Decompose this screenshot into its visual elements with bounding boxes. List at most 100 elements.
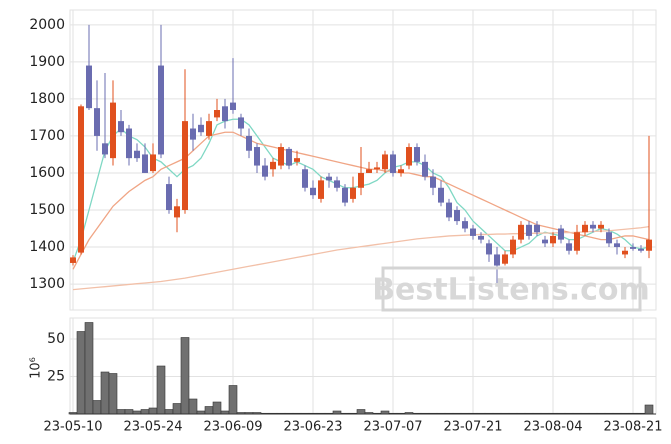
candle-body — [550, 235, 556, 244]
candle-body — [118, 121, 124, 133]
candle-body — [486, 243, 492, 255]
candle-body — [230, 102, 236, 110]
volume-bar — [164, 409, 174, 415]
volume-panel: 25 50 — [47, 317, 657, 415]
candle-body — [398, 169, 404, 173]
y-tick-label: 50 — [47, 331, 65, 347]
candle-body — [134, 150, 140, 159]
candle-body — [174, 206, 180, 218]
candle-body — [102, 143, 108, 155]
candle-body — [238, 117, 244, 129]
candle-body — [286, 148, 292, 166]
x-tick-label: 23-07-07 — [363, 420, 422, 435]
candle-body — [150, 154, 156, 172]
candle-body — [334, 180, 340, 188]
volume-bar — [148, 407, 158, 415]
candle-body — [430, 176, 436, 188]
candle-body — [414, 147, 420, 162]
candle-body — [190, 128, 196, 140]
candle-body — [446, 202, 452, 218]
x-tick-label: 23-07-21 — [443, 420, 502, 435]
y-tick-label: 1700 — [29, 128, 65, 144]
candle-body — [358, 172, 364, 188]
candle-body — [382, 154, 388, 170]
y-tick-label: 1400 — [29, 239, 65, 255]
candle-body — [374, 167, 380, 170]
candle-body — [342, 187, 348, 203]
volume-bar — [356, 409, 366, 415]
candle-body — [270, 161, 276, 170]
candle-body — [366, 169, 372, 173]
x-tick-label: 23-08-04 — [523, 420, 582, 435]
candle-body — [462, 221, 468, 229]
candle-body — [598, 224, 604, 229]
candle-body — [590, 224, 596, 229]
volume-bar — [204, 406, 214, 415]
candle-body — [526, 224, 532, 236]
price-panel: 1300 1400 1500 1600 1700 1800 1900 2000 — [29, 9, 657, 311]
candle-body — [638, 248, 644, 251]
candle-body — [566, 243, 572, 251]
candle-body — [214, 110, 220, 118]
volume-bar — [100, 371, 110, 415]
candle-body — [78, 106, 84, 253]
volume-bar — [644, 404, 654, 415]
candle-body — [582, 224, 588, 233]
volume-bar — [140, 409, 150, 415]
x-tick-label: 23-05-10 — [43, 420, 102, 435]
volume-bar — [180, 337, 190, 415]
candle-body — [70, 257, 76, 263]
candle-body — [502, 254, 508, 264]
candle-body — [158, 65, 164, 155]
candle-body — [110, 102, 116, 159]
candle-body — [606, 232, 612, 244]
candle-body — [534, 224, 540, 233]
volume-bar — [108, 373, 118, 415]
candle-body — [254, 147, 260, 166]
y-tick-label: 1900 — [29, 54, 65, 70]
volume-bar — [92, 400, 102, 415]
candle-body — [574, 232, 580, 251]
volume-bar — [172, 403, 182, 415]
plot-frame — [69, 9, 657, 311]
candle-body — [510, 239, 516, 255]
candle-body — [262, 165, 268, 177]
volume-bar — [116, 409, 126, 415]
x-tick-label: 23-06-09 — [203, 420, 262, 435]
candle-body — [318, 180, 324, 199]
volume-bar — [124, 409, 134, 415]
x-tick-label: 23-08-21 — [603, 420, 662, 435]
volume-bar — [212, 401, 222, 415]
candle-body — [86, 65, 92, 109]
candle-body — [518, 224, 524, 240]
candle-body — [622, 250, 628, 255]
y-tick-label: 1800 — [29, 91, 65, 107]
candle-body — [246, 135, 252, 151]
candle-body — [310, 187, 316, 196]
volume-bar — [76, 331, 86, 415]
candle-body — [222, 106, 228, 122]
watermark-box — [381, 266, 642, 312]
y-tick-label: 25 — [47, 369, 65, 385]
y-tick-label: 2000 — [29, 17, 65, 33]
volume-bar — [156, 365, 166, 415]
candle-body — [478, 235, 484, 240]
candle-body — [294, 158, 300, 162]
volume-bar — [188, 398, 198, 415]
candle-body — [494, 254, 500, 266]
candle-body — [126, 128, 132, 159]
candle-body — [438, 187, 444, 203]
y-tick-label: 1300 — [29, 276, 65, 292]
x-tick-label: 23-05-24 — [123, 420, 182, 435]
volume-bar — [84, 322, 94, 415]
candle-body — [454, 210, 460, 222]
candle-body — [470, 228, 476, 236]
candle-body — [302, 169, 308, 188]
candle-body — [558, 228, 564, 240]
candle-body — [646, 239, 652, 251]
y-tick-label: 1500 — [29, 202, 65, 218]
candle-body — [198, 124, 204, 133]
candle-body — [390, 154, 396, 173]
